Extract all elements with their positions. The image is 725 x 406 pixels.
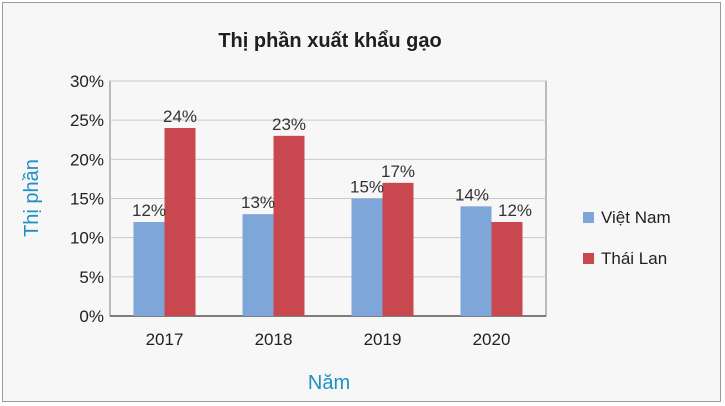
chart-title: Thị phần xuất khẩu gạo	[218, 30, 441, 52]
bar	[242, 214, 274, 316]
y-tick-label: 15%	[70, 190, 104, 209]
legend-label: Việt Nam	[601, 208, 671, 227]
data-label: 12%	[132, 201, 166, 220]
legend-swatch	[583, 212, 594, 223]
y-tick-label: 10%	[70, 229, 104, 248]
data-label: 14%	[455, 185, 489, 204]
y-tick-labels: 0% 5% 10% 15% 20% 25% 30%	[70, 72, 104, 326]
x-tick-label: 2020	[473, 330, 511, 349]
data-labels: 12% 24% 13% 23% 15%17% 14% 12%	[132, 107, 532, 220]
x-tick-label: 2019	[364, 330, 402, 349]
x-axis-title: Năm	[308, 372, 350, 394]
data-label: 23%	[272, 115, 306, 134]
y-tick-label: 20%	[70, 150, 104, 169]
legend-swatch	[583, 253, 594, 264]
y-axis-title: Thị phần	[21, 159, 43, 237]
data-label: 13%	[241, 193, 275, 212]
legend-label: Thái Lan	[601, 249, 667, 268]
y-tick-label: 5%	[79, 268, 104, 287]
legend: Việt Nam Thái Lan	[583, 208, 671, 268]
x-tick-label: 2018	[255, 330, 293, 349]
data-label: 15%	[350, 178, 384, 197]
y-tick-label: 0%	[79, 307, 104, 326]
bar	[491, 222, 523, 316]
bars	[133, 128, 523, 316]
x-tick-labels: 2017 2018 2019 2020	[146, 330, 511, 349]
bar	[164, 128, 196, 316]
y-tick-label: 30%	[70, 72, 104, 91]
bar	[460, 206, 492, 316]
bar	[133, 222, 165, 316]
data-label: 17%	[381, 162, 415, 181]
bar	[273, 135, 305, 316]
data-label: 24%	[163, 107, 197, 126]
bar	[382, 182, 414, 316]
data-label: 12%	[498, 201, 532, 220]
x-tick-label: 2017	[146, 330, 184, 349]
y-tick-label: 25%	[70, 111, 104, 130]
bar	[351, 198, 383, 316]
